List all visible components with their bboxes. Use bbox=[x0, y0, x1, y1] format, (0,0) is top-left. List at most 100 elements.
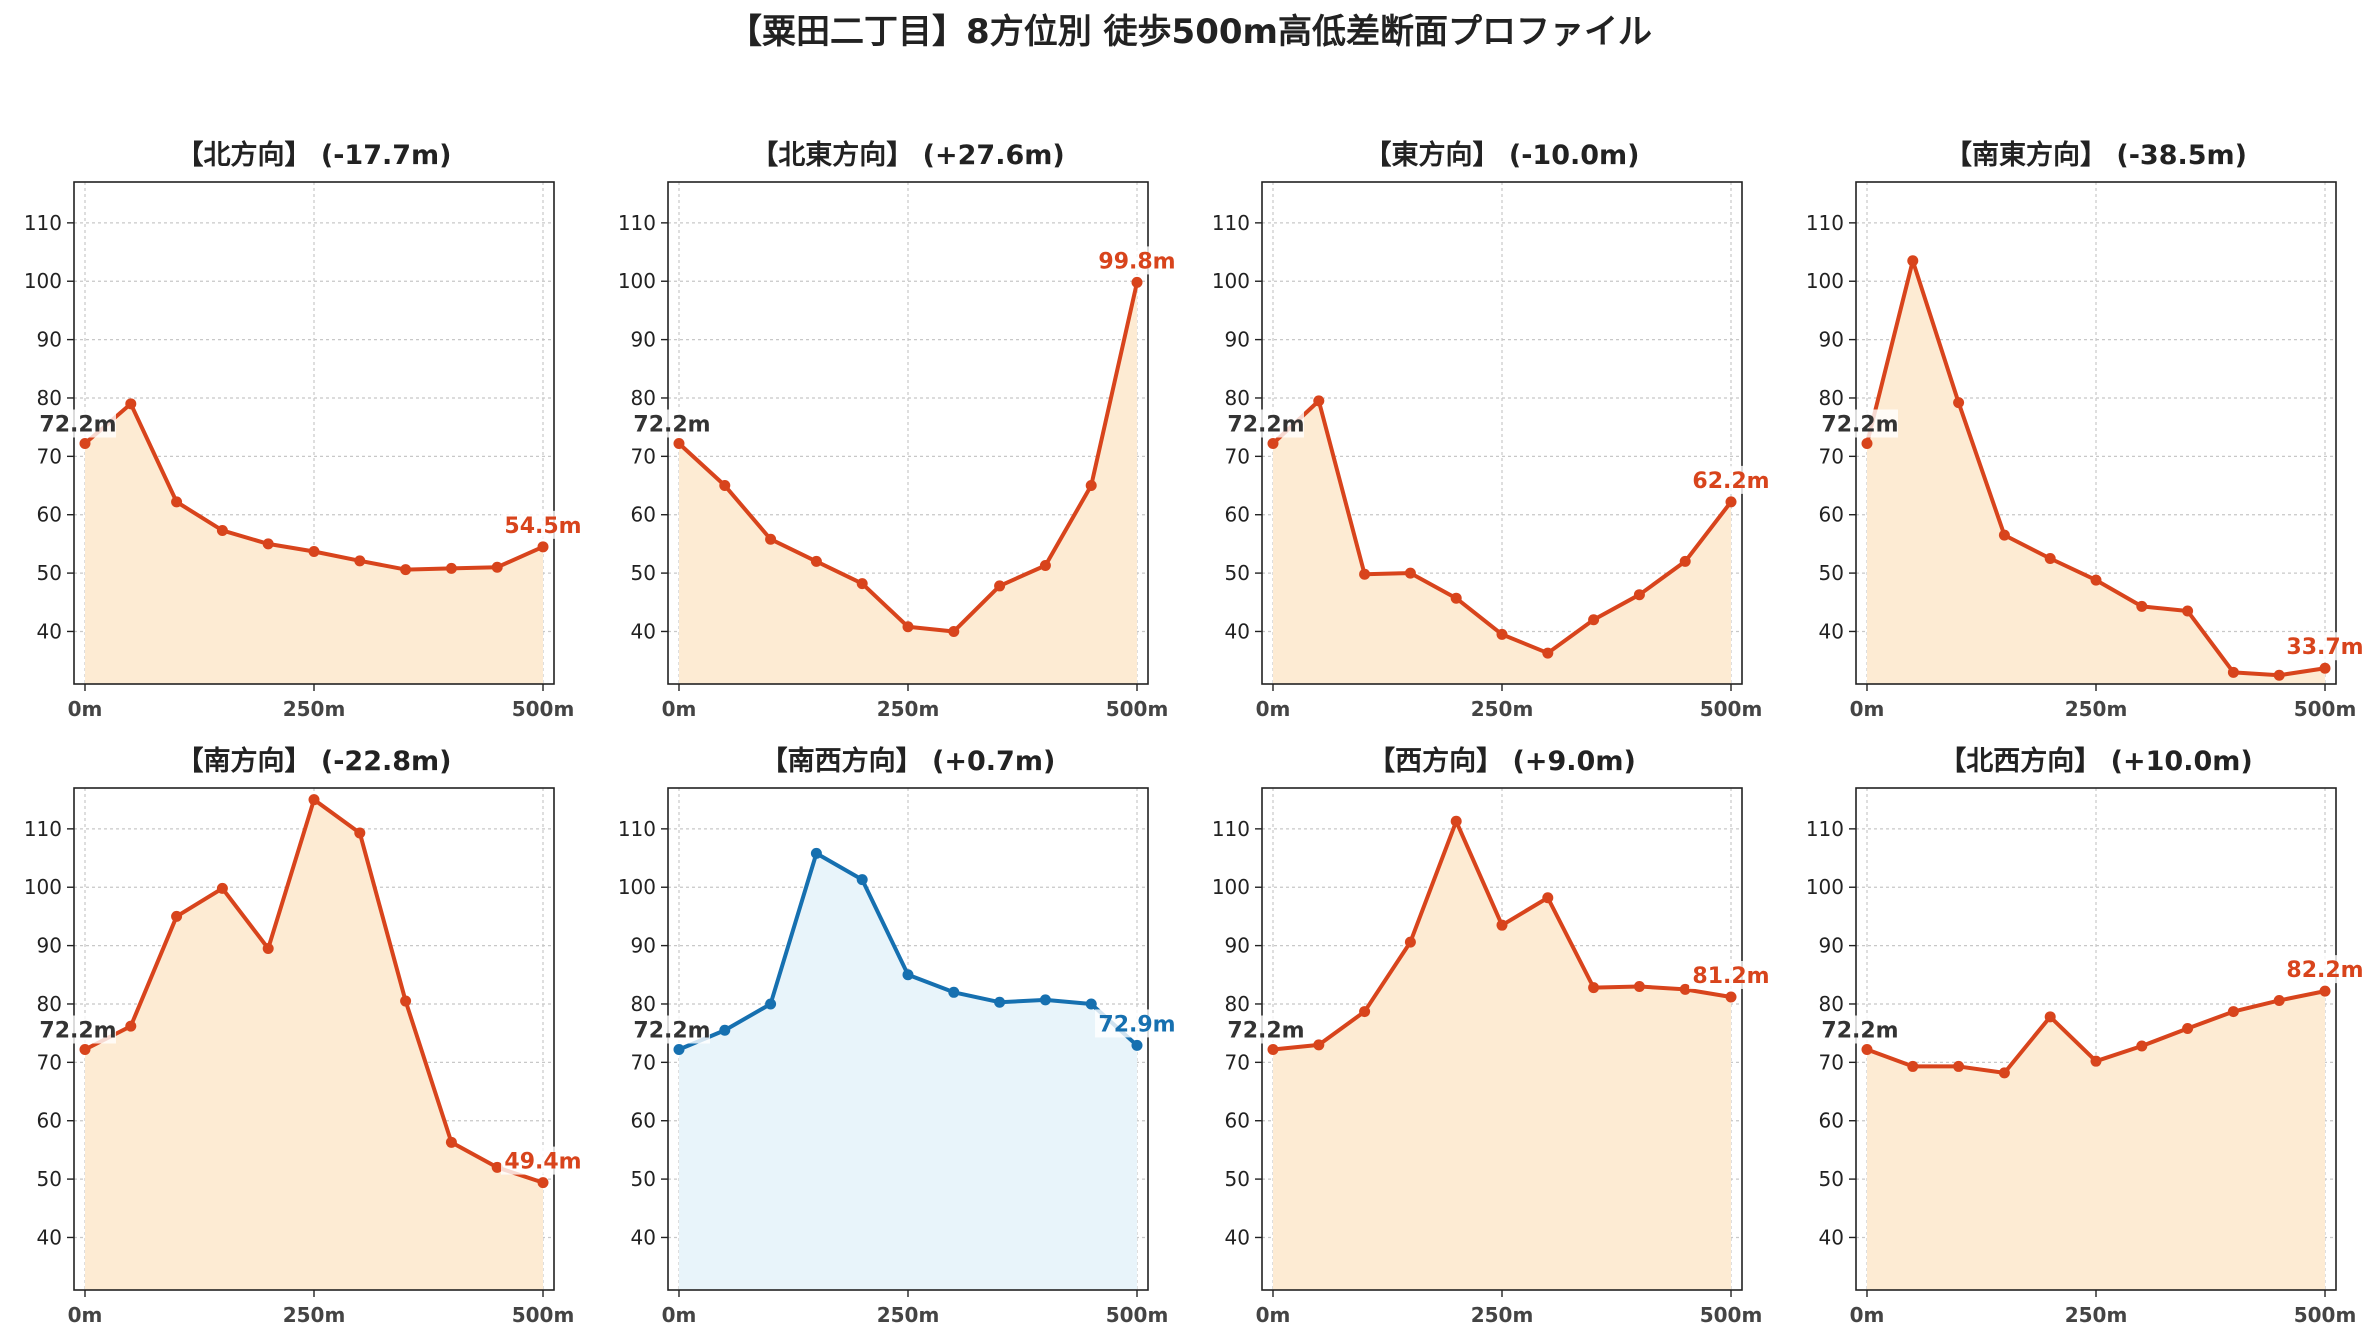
data-point bbox=[537, 541, 549, 553]
data-point bbox=[948, 625, 960, 637]
data-point bbox=[2182, 605, 2194, 617]
start-elevation-label: 72.2m bbox=[39, 1019, 116, 1044]
y-tick-label: 80 bbox=[1819, 992, 1844, 1016]
y-tick-label: 90 bbox=[1819, 934, 1844, 958]
data-point bbox=[2182, 1022, 2194, 1034]
x-tick-label: 250m bbox=[1471, 697, 1534, 721]
y-tick-label: 50 bbox=[631, 561, 656, 585]
start-label-bg bbox=[1822, 1015, 1898, 1044]
y-tick-label: 80 bbox=[631, 992, 656, 1016]
data-point bbox=[2044, 553, 2056, 564]
y-tick-label: 50 bbox=[1225, 1167, 1250, 1191]
data-point bbox=[673, 1044, 685, 1056]
data-point bbox=[1404, 936, 1416, 948]
data-point bbox=[171, 910, 183, 922]
data-point bbox=[2273, 994, 2285, 1006]
data-point bbox=[2273, 669, 2285, 681]
y-tick-label: 90 bbox=[37, 934, 62, 958]
start-elevation-label: 72.2m bbox=[1821, 413, 1898, 438]
data-point bbox=[2319, 985, 2331, 997]
area-fill bbox=[1272, 400, 1732, 684]
y-tick-label: 60 bbox=[1225, 1109, 1250, 1133]
end-label-bg bbox=[1095, 246, 1180, 275]
y-tick-label: 80 bbox=[1819, 386, 1844, 410]
x-tick-label: 0m bbox=[68, 697, 103, 721]
data-point bbox=[1313, 395, 1325, 407]
data-point bbox=[400, 564, 412, 576]
x-tick-label: 250m bbox=[877, 697, 940, 721]
y-tick-label: 70 bbox=[1819, 444, 1844, 468]
y-tick-label: 60 bbox=[631, 503, 656, 527]
subplot-title: 【北西方向】 (+10.0m) bbox=[1939, 745, 2252, 777]
y-tick-label: 100 bbox=[1212, 269, 1250, 293]
end-label-bg bbox=[2283, 955, 2368, 984]
y-tick-label: 100 bbox=[1806, 875, 1844, 899]
y-tick-label: 90 bbox=[1225, 934, 1250, 958]
y-tick-label: 110 bbox=[1212, 211, 1250, 235]
start-elevation-label: 72.2m bbox=[39, 413, 116, 438]
data-point bbox=[1861, 438, 1873, 450]
end-elevation-label: 49.4m bbox=[504, 1150, 581, 1175]
data-point bbox=[1359, 568, 1371, 580]
y-tick-label: 90 bbox=[1225, 328, 1250, 352]
x-tick-label: 250m bbox=[2065, 697, 2128, 721]
y-tick-label: 110 bbox=[24, 211, 62, 235]
x-tick-label: 500m bbox=[1106, 697, 1169, 721]
y-tick-label: 40 bbox=[631, 619, 656, 643]
data-point bbox=[537, 1177, 549, 1189]
y-tick-label: 50 bbox=[1819, 561, 1844, 585]
data-point bbox=[810, 555, 822, 567]
start-elevation-label: 72.2m bbox=[633, 1019, 710, 1044]
data-point bbox=[2319, 662, 2331, 674]
subplot-0: 【北方向】 (-17.7m) 40 50 60 70 80 90 100 110 0m 250m 50… bbox=[24, 139, 586, 721]
data-point bbox=[491, 561, 503, 573]
data-point bbox=[1588, 982, 1600, 994]
data-point bbox=[1725, 991, 1737, 1003]
end-label-bg bbox=[1689, 465, 1774, 494]
y-tick-label: 70 bbox=[37, 444, 62, 468]
subplot-title: 【南西方向】 (+0.7m) bbox=[761, 745, 1056, 777]
data-point bbox=[948, 986, 960, 998]
y-tick-label: 70 bbox=[37, 1050, 62, 1074]
x-tick-label: 500m bbox=[2294, 1303, 2357, 1327]
y-tick-label: 80 bbox=[1225, 992, 1250, 1016]
data-point bbox=[1633, 589, 1645, 601]
x-tick-label: 500m bbox=[1700, 1303, 1763, 1327]
y-tick-label: 60 bbox=[1225, 503, 1250, 527]
subplot-title: 【東方向】 (-10.0m) bbox=[1364, 139, 1639, 171]
data-point bbox=[994, 996, 1006, 1008]
end-label-bg bbox=[501, 510, 586, 539]
start-label-bg bbox=[1228, 409, 1304, 438]
x-tick-label: 250m bbox=[1471, 1303, 1534, 1327]
data-point bbox=[125, 398, 137, 410]
end-label-bg bbox=[1689, 960, 1774, 989]
y-tick-label: 90 bbox=[631, 934, 656, 958]
data-point bbox=[902, 621, 914, 633]
data-point bbox=[765, 533, 777, 545]
data-point bbox=[1404, 567, 1416, 579]
area-fill bbox=[84, 403, 544, 684]
subplot-title: 【北方向】 (-17.7m) bbox=[176, 139, 451, 171]
y-tick-label: 80 bbox=[631, 386, 656, 410]
y-tick-label: 100 bbox=[618, 269, 656, 293]
data-point bbox=[262, 943, 274, 955]
start-elevation-label: 72.2m bbox=[1821, 1019, 1898, 1044]
subplot-3: 【南東方向】 (-38.5m) 40 50 60 70 80 90 100 110 0m 250m 5… bbox=[1806, 139, 2368, 721]
data-point bbox=[79, 1044, 91, 1056]
subplot-title: 【南方向】 (-22.8m) bbox=[176, 745, 451, 777]
y-tick-label: 50 bbox=[37, 1167, 62, 1191]
data-point bbox=[1542, 647, 1554, 659]
y-tick-label: 40 bbox=[1819, 1225, 1844, 1249]
x-tick-label: 500m bbox=[1106, 1303, 1169, 1327]
data-point bbox=[1085, 998, 1097, 1010]
data-point bbox=[1861, 1044, 1873, 1056]
y-tick-label: 40 bbox=[1225, 1225, 1250, 1249]
data-point bbox=[1085, 480, 1097, 492]
y-tick-label: 100 bbox=[1806, 269, 1844, 293]
start-label-bg bbox=[40, 409, 116, 438]
end-label-bg bbox=[501, 1146, 586, 1175]
x-tick-label: 500m bbox=[512, 697, 575, 721]
y-tick-label: 110 bbox=[1806, 211, 1844, 235]
data-point bbox=[308, 545, 320, 557]
data-point bbox=[1588, 614, 1600, 626]
